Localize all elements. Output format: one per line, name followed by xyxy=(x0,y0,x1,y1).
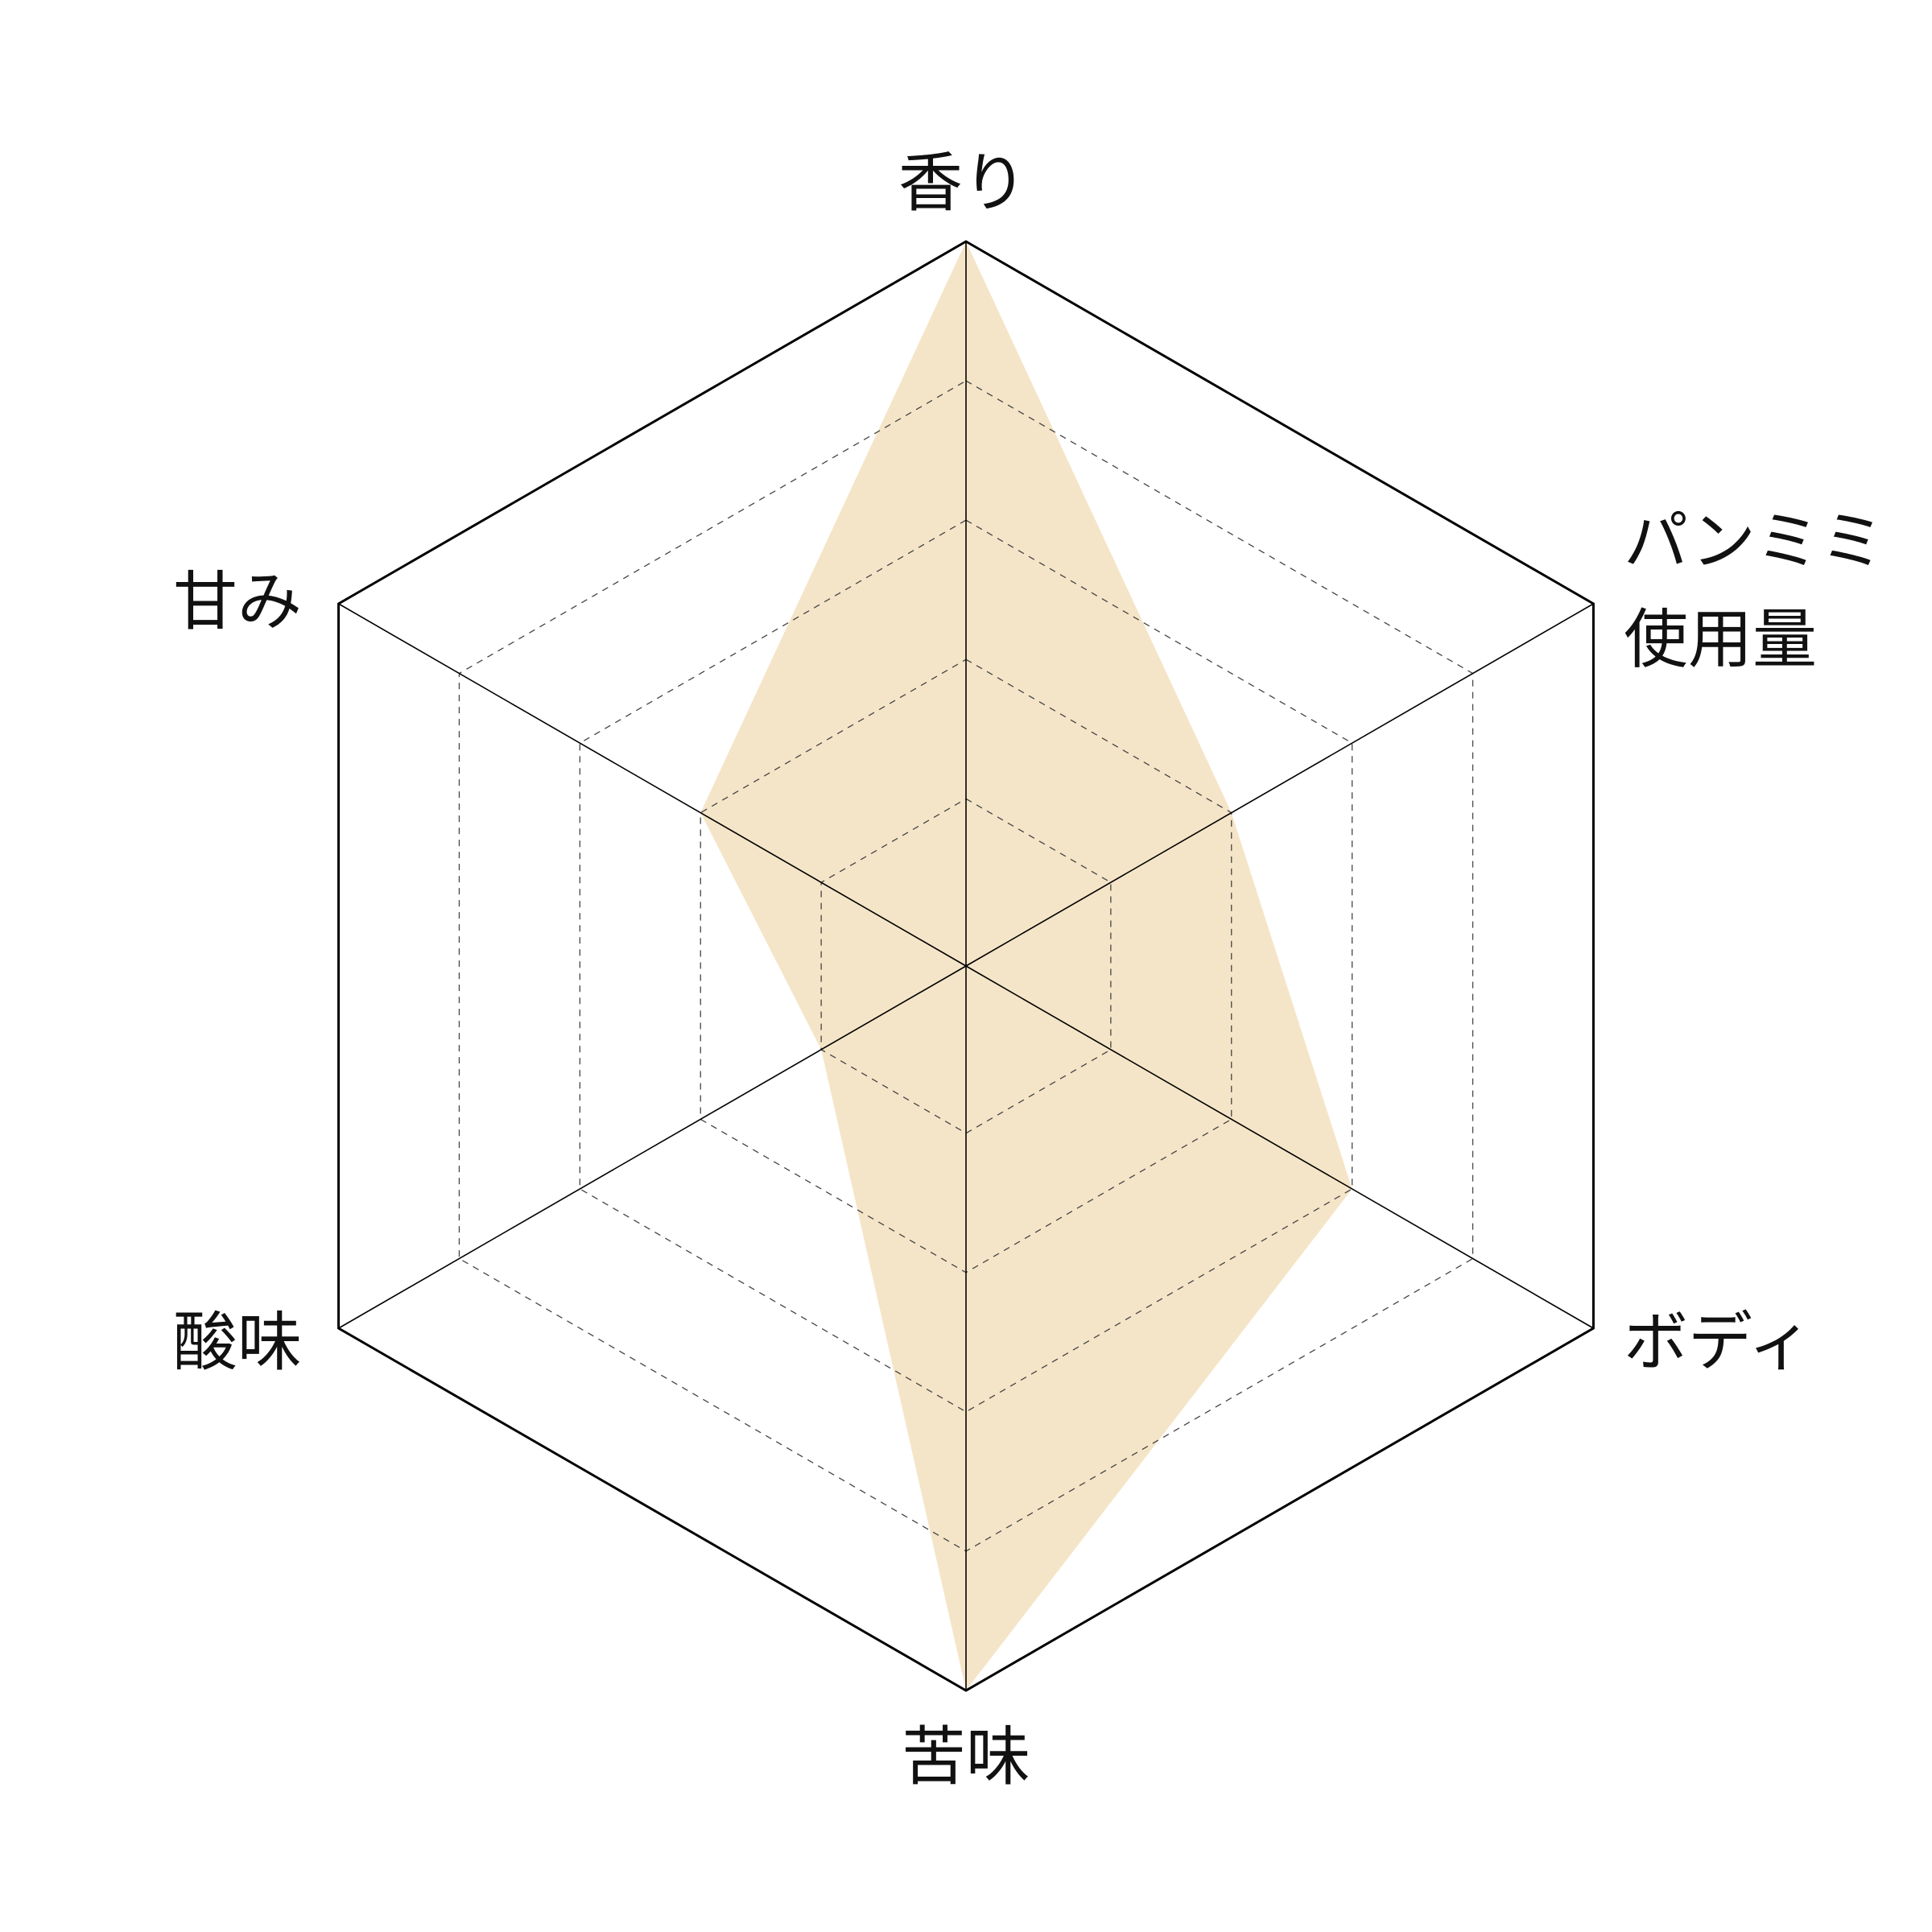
axis-label: ボディ xyxy=(1624,1305,1812,1380)
axis-label: 酸味 xyxy=(173,1305,302,1380)
axis-spoke xyxy=(965,603,1594,967)
axis-spoke xyxy=(338,603,967,967)
axis-label: パンミミ xyxy=(1624,504,1885,579)
data-area xyxy=(700,242,1352,1690)
axis-label: 苦味 xyxy=(902,1719,1030,1794)
axis-spoke xyxy=(338,965,967,1329)
axis-spoke xyxy=(965,965,1594,1329)
axis-label: 使用量 xyxy=(1624,602,1817,677)
axis-label: 甘み xyxy=(173,564,302,639)
axis-label: 香り xyxy=(898,146,1027,221)
